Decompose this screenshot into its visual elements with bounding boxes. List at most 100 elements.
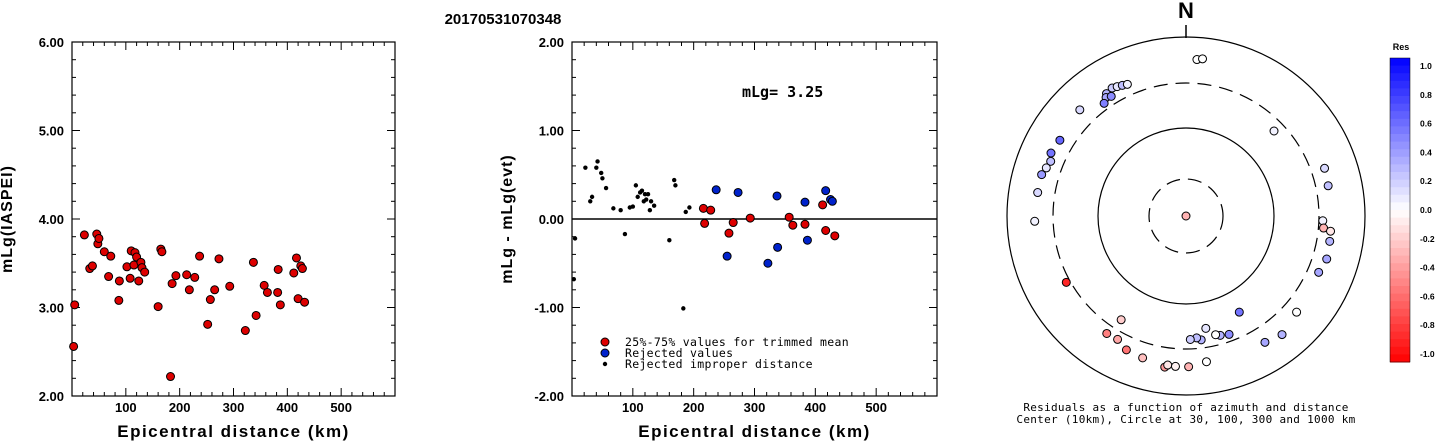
residual-point	[1138, 353, 1148, 363]
data-point	[203, 319, 213, 329]
residual-point	[1277, 330, 1287, 340]
legend-marker	[602, 361, 608, 367]
legend-label: Rejected values	[625, 346, 733, 360]
colorbar-segment	[1390, 240, 1410, 249]
colorbar-segment	[1390, 58, 1410, 67]
colorbar-segment	[1390, 187, 1410, 196]
residual-point	[1185, 334, 1195, 344]
range-circle	[1006, 36, 1366, 396]
colorbar-segment	[1390, 286, 1410, 295]
residual-point	[1322, 254, 1332, 264]
x-tick-label: 500	[330, 400, 352, 415]
data-point	[273, 287, 283, 297]
improper-distance-point	[667, 238, 672, 243]
residual-point	[1041, 163, 1051, 173]
colorbar-segment	[1390, 134, 1410, 143]
y-tick-label: -2.00	[534, 389, 564, 404]
colorbar-segment	[1390, 354, 1410, 363]
colorbar-segment	[1390, 331, 1410, 340]
data-point	[214, 254, 224, 264]
residual-point	[1323, 181, 1333, 191]
rejected-point	[772, 191, 782, 201]
legend-label: Rejected improper distance	[625, 357, 813, 371]
x-tick-label: 300	[744, 400, 766, 415]
residual-point	[1061, 277, 1071, 287]
improper-distance-point	[588, 199, 593, 204]
y-tick-label: 2.00	[539, 35, 564, 50]
trimmed-mean-point	[700, 218, 710, 228]
x-axis-label: Epicentral distance (km)	[117, 422, 350, 441]
colorbar-tick-label: -1.0	[1420, 349, 1435, 359]
improper-distance-point	[571, 276, 577, 282]
colorbar-segment	[1390, 232, 1410, 241]
residual-point	[1181, 211, 1191, 221]
legend-marker	[600, 348, 610, 358]
residual-point	[1318, 216, 1328, 226]
colorbar-segment	[1390, 308, 1410, 317]
colorbar-segment	[1390, 164, 1410, 173]
improper-distance-point	[589, 194, 595, 200]
data-point	[190, 272, 200, 282]
colorbar-tick-label: 0.6	[1420, 119, 1432, 129]
residual-point	[1075, 105, 1085, 115]
improper-distance-point	[647, 207, 653, 213]
improper-distance-point	[681, 306, 686, 311]
residual-point	[1030, 216, 1040, 226]
trimmed-mean-point	[784, 212, 794, 222]
improper-distance-point	[600, 176, 605, 181]
colorbar-tick-label: 0.4	[1420, 147, 1432, 157]
improper-distance-point	[651, 203, 657, 208]
trimmed-mean-point	[745, 213, 755, 223]
legend-label: 25%-75% values for trimmed mean	[625, 335, 849, 349]
legend-marker	[600, 337, 610, 347]
residual-point	[1269, 126, 1279, 136]
residual-point	[1184, 362, 1194, 372]
rejected-point	[821, 186, 831, 196]
colorbar-tick-label: 0.0	[1420, 205, 1432, 215]
y-axis-label: mLg - mLg(evt)	[499, 154, 516, 284]
x-tick-label: 100	[115, 400, 137, 415]
data-point	[297, 264, 307, 274]
colorbar-segment	[1390, 278, 1410, 287]
data-point	[291, 253, 301, 263]
residual-point	[1325, 236, 1335, 246]
colorbar-segment	[1390, 149, 1410, 158]
colorbar-segment	[1390, 126, 1410, 135]
data-point	[225, 281, 235, 291]
range-circle-dashed	[1148, 178, 1224, 254]
polar-caption: Residuals as a function of azimuth and d…	[1023, 401, 1348, 414]
data-point	[104, 272, 114, 282]
colorbar-title: Res	[1393, 42, 1410, 52]
improper-distance-point	[642, 192, 648, 197]
improper-distance-point	[630, 204, 636, 209]
polar-caption: Center (10km), Circle at 30, 100, 300 an…	[1016, 413, 1355, 426]
trimmed-mean-point	[788, 220, 798, 230]
y-tick-label: 4.00	[39, 212, 64, 227]
trimmed-mean-point	[724, 228, 734, 238]
residual-point	[1122, 79, 1132, 89]
rejected-point	[800, 197, 810, 207]
residual-point	[1106, 91, 1116, 101]
data-point	[262, 287, 272, 297]
residual-vs-distance-plot: 100 200 300 400 500 -2.00 -1.00 0.00 1.00 2.00 Epi…	[499, 35, 938, 441]
residual-colorbar: Res 1.0 0.8 0.6 0.4 0.2 0.0 -0.2 -0.4 -0.6 -0.8 -1.…	[1389, 42, 1435, 363]
residual-point	[1121, 345, 1131, 355]
colorbar-segment	[1390, 346, 1410, 355]
colorbar-segment	[1390, 80, 1410, 89]
trimmed-mean-point	[728, 218, 738, 228]
residual-point	[1033, 188, 1043, 198]
residual-point	[1099, 98, 1109, 108]
x-tick-label: 200	[169, 400, 191, 415]
colorbar-segment	[1390, 103, 1410, 112]
y-tick-label: 5.00	[39, 124, 64, 139]
improper-distance-point	[583, 165, 588, 170]
improper-distance-point	[622, 231, 628, 237]
data-point	[125, 273, 135, 283]
residual-point	[1113, 334, 1123, 344]
improper-distance-point	[635, 194, 640, 200]
y-tick-label: 0.00	[539, 212, 564, 227]
data-point	[240, 326, 250, 336]
colorbar-segment	[1390, 202, 1410, 211]
x-axis-label: Epicentral distance (km)	[638, 422, 871, 441]
